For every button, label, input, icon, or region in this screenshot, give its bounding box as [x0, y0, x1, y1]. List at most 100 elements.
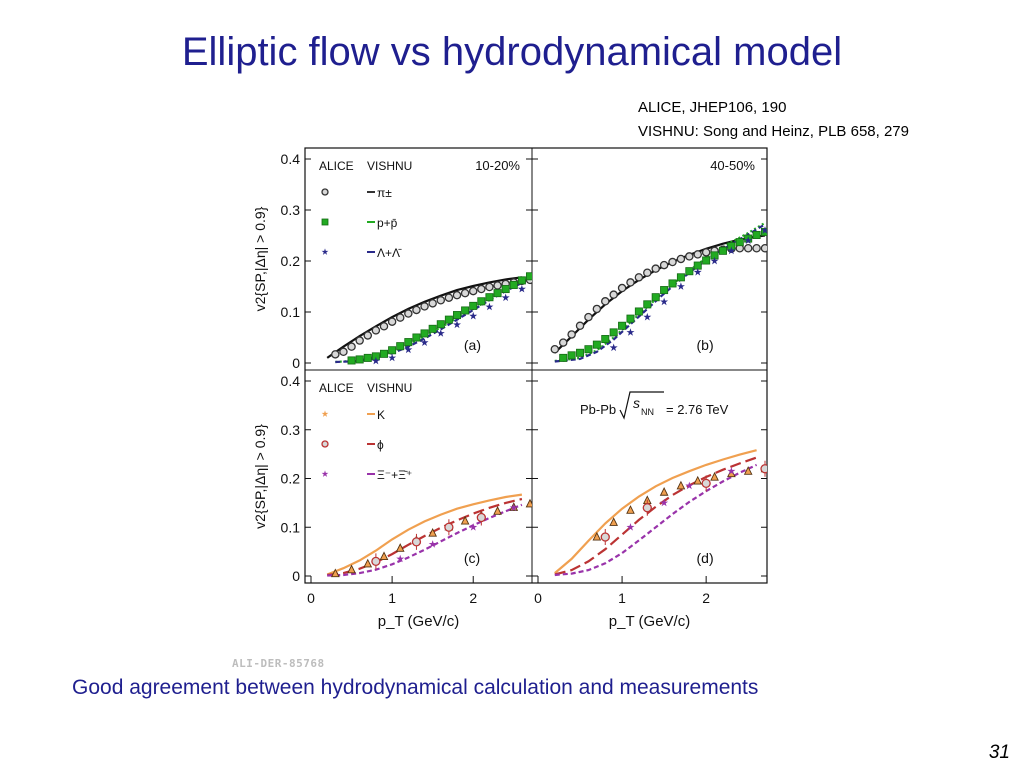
data-point [601, 297, 610, 306]
panel-c [326, 493, 532, 578]
data-point [460, 288, 470, 298]
data-point [420, 338, 429, 346]
energy-subscript: NN [641, 407, 654, 417]
data-point [710, 256, 719, 265]
data-point [760, 464, 767, 474]
data-point [651, 293, 660, 302]
data-point [660, 297, 669, 306]
data-point [363, 558, 373, 568]
legend-marker [321, 188, 329, 196]
y-tick-label: 0.2 [281, 253, 301, 269]
y-tick-label: 0.4 [281, 151, 301, 167]
data-point [525, 498, 532, 508]
data-point [685, 252, 694, 261]
data-point [609, 343, 618, 352]
centrality-label: 10-20% [475, 158, 520, 173]
data-point [371, 556, 381, 567]
data-point [567, 351, 576, 360]
data-point [609, 328, 618, 337]
data-point [469, 301, 478, 310]
data-point [461, 306, 470, 315]
data-point [404, 338, 413, 347]
x-axis-label: p_T (GeV/c) [378, 613, 459, 630]
data-point [668, 257, 677, 267]
data-point [477, 297, 486, 306]
x-tick-label: 0 [534, 590, 542, 606]
page-title: Elliptic flow vs hydrodynamical model [181, 30, 843, 74]
legend-marker [321, 248, 329, 255]
data-point [558, 338, 568, 347]
data-point [411, 537, 422, 547]
data-point [371, 326, 381, 335]
legend-label: π± [377, 186, 392, 200]
data-point [485, 282, 494, 292]
data-point [660, 286, 669, 295]
data-point [727, 467, 736, 475]
data-point [575, 321, 585, 331]
data-point [452, 290, 462, 300]
data-point [701, 478, 711, 489]
model-curve [327, 497, 523, 577]
data-point [468, 286, 478, 296]
data-point [617, 283, 627, 293]
data-point [379, 322, 389, 331]
y-axis-title: v2{SP,|Δη| > 0.9} [252, 206, 268, 311]
data-point [396, 342, 405, 351]
data-point [509, 280, 518, 289]
data-point [601, 335, 610, 344]
data-point [396, 554, 405, 563]
y-axis-label: v2{SP,|Δη| > 0.9} [252, 424, 268, 529]
legend-label: Λ+Λ̄ [377, 246, 402, 260]
data-point [626, 314, 635, 323]
data-point [659, 260, 669, 270]
legend-label: p+p̄ [377, 216, 398, 230]
data-point [685, 267, 694, 276]
data-point [371, 356, 380, 365]
data-point [444, 522, 454, 532]
model-curve [554, 456, 757, 576]
legend-marker [321, 410, 329, 417]
data-point [642, 503, 652, 513]
data-point [693, 250, 702, 259]
centrality-label: 40-50% [710, 158, 755, 173]
legend-marker [321, 440, 329, 448]
data-point [444, 293, 454, 302]
plot-frame [304, 147, 768, 584]
data-point [469, 523, 478, 531]
data-point [388, 353, 397, 362]
data-point [701, 248, 711, 257]
data-point [379, 551, 389, 561]
data-point [436, 296, 446, 305]
x-tick-label: 2 [469, 590, 477, 606]
data-point [347, 356, 356, 365]
reference-vishnu: VISHNU: Song and Heinz, PLB 658, 279 [638, 123, 909, 140]
data-point [567, 330, 576, 339]
y-axis-label: v2{SP,|Δη| > 0.9} [252, 206, 268, 311]
panel-label: (a) [464, 337, 481, 353]
data-point [743, 244, 753, 253]
data-point [452, 311, 461, 320]
data-point [428, 324, 437, 333]
data-point [355, 336, 364, 345]
data-point [363, 331, 373, 340]
data-point [626, 278, 635, 287]
data-point [735, 238, 744, 247]
data-point [592, 340, 601, 349]
panel-label: (b) [697, 337, 714, 353]
x-axis-label: p_T (GeV/c) [609, 613, 690, 630]
data-point [592, 531, 602, 541]
data-point [584, 345, 593, 354]
y-tick-label: 0.2 [281, 471, 301, 487]
data-point [379, 349, 388, 358]
data-point [395, 313, 405, 322]
data-point [453, 320, 461, 329]
legend-header-vishnu: VISHNU [367, 159, 412, 173]
data-point [626, 328, 635, 336]
data-point [761, 226, 767, 234]
data-point [559, 353, 568, 362]
model-curve [327, 503, 523, 577]
data-point [404, 345, 413, 354]
y-tick-label: 0.3 [281, 422, 301, 438]
data-point [727, 246, 736, 255]
data-point [550, 344, 560, 354]
